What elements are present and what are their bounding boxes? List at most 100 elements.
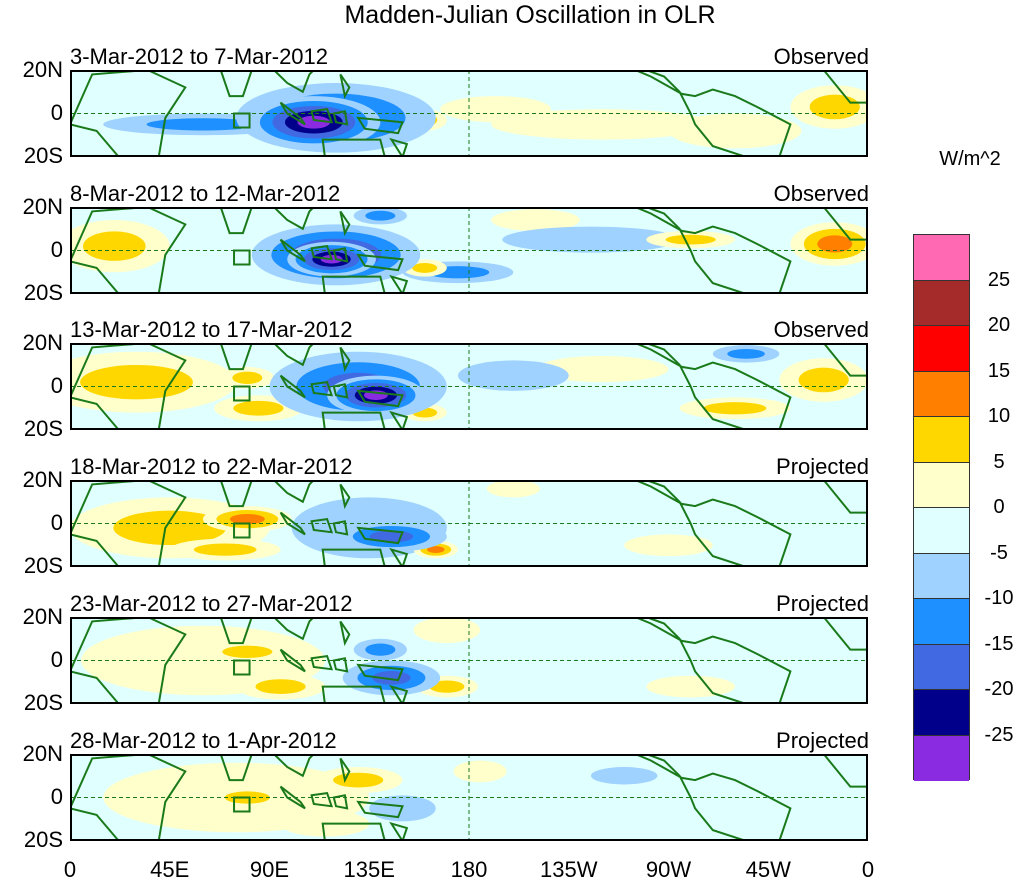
olr-anomaly-map <box>70 343 868 430</box>
longitude-tick-label: 45W <box>745 857 791 882</box>
longitude-tick-label: 180 <box>450 857 488 882</box>
colorbar-swatch <box>914 644 969 690</box>
coastline <box>634 70 792 157</box>
coastline <box>822 70 868 104</box>
anomaly-contour <box>255 679 306 694</box>
colorbar-swatch <box>914 599 969 645</box>
coastline <box>321 685 386 704</box>
coastline <box>634 207 792 294</box>
latitude-tick-label: 0 <box>50 373 63 398</box>
coastline <box>310 244 334 261</box>
anomaly-contour <box>446 495 625 539</box>
anomaly-contour <box>665 234 716 245</box>
coastline <box>822 617 868 651</box>
coastline <box>332 110 349 126</box>
map-panel <box>70 207 868 294</box>
olr-anomaly-map <box>70 70 868 157</box>
coastline <box>389 274 409 294</box>
anomaly-contour <box>817 235 853 253</box>
anomaly-contour <box>412 262 438 273</box>
coastline <box>332 247 349 263</box>
coastline <box>219 754 253 782</box>
coastline <box>279 785 306 810</box>
anomaly-contour <box>440 96 552 123</box>
anomaly-contour <box>365 643 396 656</box>
latitude-tick-label: 20S <box>23 416 63 441</box>
coastline <box>332 794 349 810</box>
coastline <box>321 275 386 294</box>
coastline <box>219 207 253 235</box>
coastline <box>389 547 409 567</box>
anomaly-contour <box>703 402 767 415</box>
olr-anomaly-map <box>70 617 868 704</box>
panel-status: Observed <box>773 317 869 342</box>
latitude-tick-label: 0 <box>50 647 63 672</box>
coastline <box>822 480 868 514</box>
colorbar-swatch <box>914 690 969 736</box>
coastline <box>272 617 316 641</box>
coastline <box>70 480 187 567</box>
anomaly-contour <box>624 534 713 557</box>
map-panel <box>70 754 868 841</box>
latitude-tick-label: 0 <box>50 784 63 809</box>
anomaly-contour <box>333 772 384 788</box>
colorbar-tick-label: -15 <box>984 632 1014 655</box>
colorbar-tick-label: 0 <box>993 496 1005 518</box>
coastline <box>219 70 253 98</box>
anomaly-contour <box>233 400 284 416</box>
coastline <box>272 207 316 231</box>
anomaly-contour <box>502 226 680 253</box>
anomaly-contour <box>229 514 265 525</box>
coastline <box>339 483 351 510</box>
map-panel <box>70 70 868 157</box>
coastline <box>279 238 306 263</box>
coastline <box>339 210 351 237</box>
colorbar-tick-label: -20 <box>984 678 1014 700</box>
panel-date-range: 23-Mar-2012 to 27-Mar-2012 <box>70 591 353 616</box>
anomaly-contour <box>469 775 647 820</box>
coastline <box>279 648 306 673</box>
latitude-tick-label: 20N <box>22 57 63 82</box>
olr-anomaly-map <box>70 207 868 294</box>
coastline <box>272 343 316 367</box>
anomaly-contour <box>457 360 569 391</box>
coastline <box>356 526 404 545</box>
coastline <box>339 757 351 784</box>
panel-date-range: 3-Mar-2012 to 7-Mar-2012 <box>70 44 329 69</box>
coastline <box>822 754 868 788</box>
coastline <box>356 116 404 135</box>
colorbar-tick-label: 5 <box>993 450 1005 473</box>
panel-status: Projected <box>776 454 869 479</box>
coastline <box>321 822 386 841</box>
coastline <box>634 480 792 567</box>
colorbar-swatch <box>914 326 969 372</box>
map-panel <box>70 617 868 704</box>
coastline <box>321 411 386 430</box>
coastline <box>279 511 306 536</box>
latitude-tick-label: 20N <box>22 194 63 219</box>
panel-status: Projected <box>776 728 869 753</box>
coastline <box>321 138 386 157</box>
coastline <box>389 137 409 157</box>
anomaly-contour <box>365 210 396 221</box>
coastline <box>356 663 404 682</box>
coastline <box>356 389 404 408</box>
longitude-tick-label: 45E <box>150 857 190 882</box>
coastline <box>339 620 351 647</box>
coastline <box>339 346 351 373</box>
anomaly-contour <box>491 109 713 140</box>
longitude-tick-label: 135W <box>540 857 598 882</box>
colorbar-tick-label: -5 <box>990 541 1008 564</box>
colorbar-swatch <box>914 553 969 599</box>
panel-status: Observed <box>773 44 869 69</box>
colorbar-tick-label: 15 <box>987 359 1011 382</box>
coastline <box>634 343 792 430</box>
coastline <box>389 410 409 430</box>
panel-date-range: 8-Mar-2012 to 12-Mar-2012 <box>70 181 341 206</box>
colorbar-tick-label: 10 <box>987 405 1011 427</box>
coastline <box>219 480 253 508</box>
coastline <box>356 800 404 819</box>
coastline <box>272 70 316 94</box>
coastline <box>70 754 187 841</box>
latitude-tick-label: 20N <box>22 604 63 629</box>
